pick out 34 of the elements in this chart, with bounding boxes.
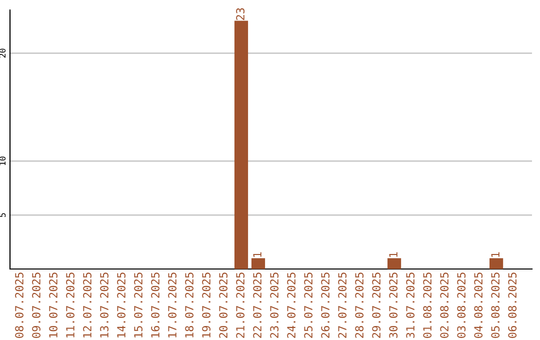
x-tick-label: 11.07.2025	[66, 272, 74, 338]
x-tick-label: 27.07.2025	[338, 272, 347, 338]
data-label: 1	[389, 252, 398, 257]
data-label: 1	[253, 252, 262, 257]
x-tick-label: 28.07.2025	[355, 272, 364, 338]
x-tick-label: 17.07.2025	[168, 272, 176, 338]
x-tick-label: 19.07.2025	[202, 272, 210, 338]
x-tick-label: 20.07.2025	[219, 272, 228, 338]
x-tick-label: 30.07.2025	[389, 272, 398, 338]
x-tick-label: 04.08.2025	[474, 272, 483, 338]
x-tick-label: 05.08.2025	[491, 272, 500, 338]
x-tick-label: 10.07.2025	[49, 272, 58, 338]
x-tick-label: 02.08.2025	[440, 272, 449, 338]
x-tick-label: 08.07.2025	[15, 272, 24, 338]
data-label: 1	[491, 252, 500, 257]
x-tick-label: 24.07.2025	[287, 272, 296, 338]
x-tick-label: 29.07.2025	[372, 272, 381, 338]
x-tick-label: 12.07.2025	[83, 272, 92, 338]
x-tick-label: 25.07.2025	[304, 272, 313, 338]
x-tick-label: 22.07.2025	[253, 272, 262, 338]
x-tick-label: 14.07.2025	[117, 272, 126, 338]
x-tick-label: 31.07.2025	[406, 272, 415, 338]
x-tick-label: 21.07.2025	[236, 272, 244, 338]
x-tick-label: 16.07.2025	[151, 272, 160, 338]
x-tick-label: 23.07.2025	[270, 272, 279, 338]
data-label: 23	[236, 8, 244, 20]
x-tick-label: 26.07.2025	[321, 272, 330, 338]
x-tick-label: 09.07.2025	[32, 272, 40, 338]
x-tick-label: 03.08.2025	[457, 272, 466, 338]
x-tick-label: 01.08.2025	[423, 272, 432, 338]
x-tick-label: 13.07.2025	[100, 272, 108, 338]
x-tick-label: 06.08.2025	[508, 272, 517, 338]
x-tick-label: 18.07.2025	[185, 272, 194, 338]
x-tick-label: 15.07.2025	[134, 272, 142, 338]
